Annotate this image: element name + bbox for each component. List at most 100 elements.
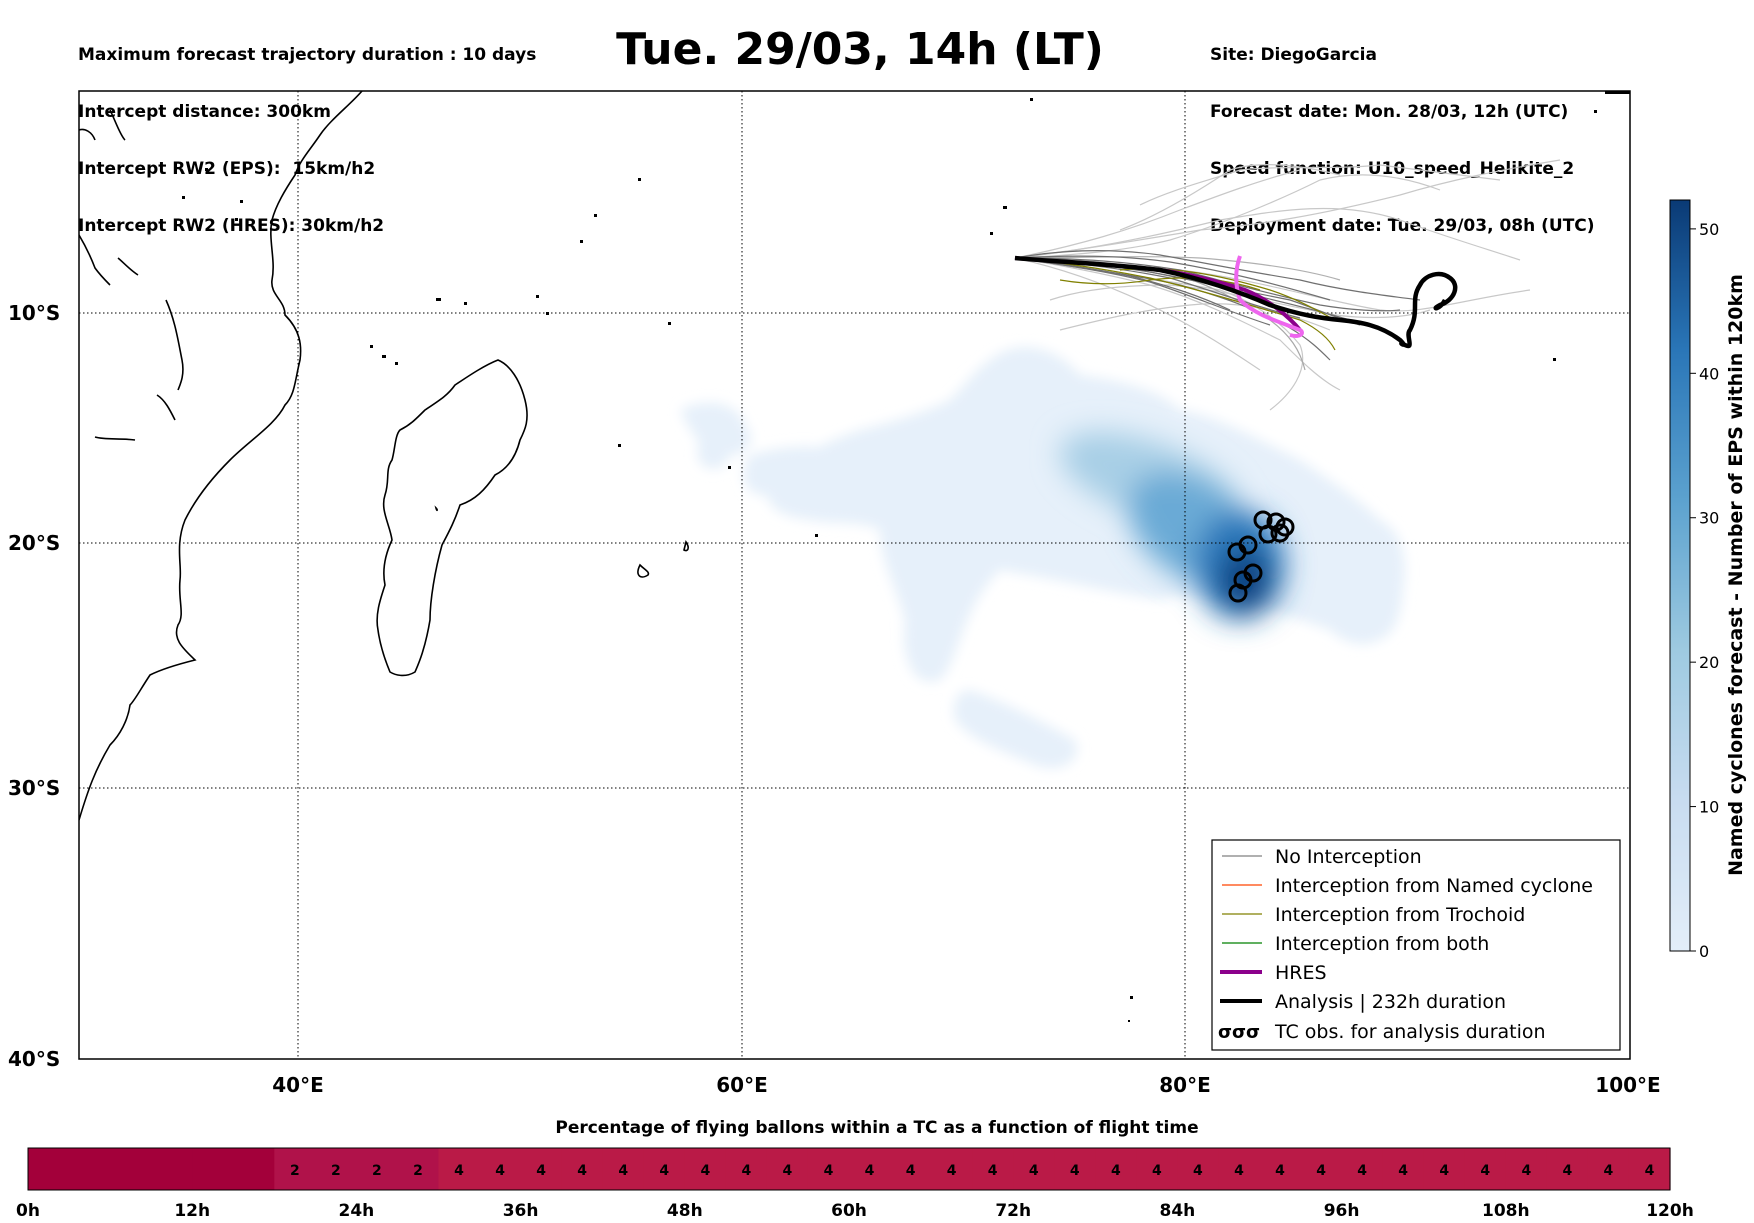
flight-time-label: 108h <box>1482 1201 1530 1221</box>
flight-time-cell <box>315 1148 357 1190</box>
header-left-line: Intercept distance: 300km <box>78 102 331 122</box>
flight-time-cell-value: 4 <box>1234 1163 1244 1179</box>
flight-time-cell-value: 4 <box>824 1163 834 1179</box>
lon-label: 100°E <box>1595 1073 1660 1097</box>
flight-time-label: 12h <box>174 1201 210 1221</box>
lon-label: 40°E <box>272 1073 324 1097</box>
header-right-line: Speed function: U10_speed_Helikite_2 <box>1210 159 1575 179</box>
flight-time-cell <box>1587 1148 1630 1190</box>
flight-time-cell <box>890 1148 932 1190</box>
flight-time-cell-value: 4 <box>1152 1163 1162 1179</box>
map-frame <box>78 90 1631 1060</box>
flight-time-cell <box>684 1148 727 1190</box>
flight-time-cell <box>1013 1148 1055 1190</box>
flight-time-label: 60h <box>831 1201 867 1221</box>
legend-label: No Interception <box>1275 846 1422 868</box>
flight-time-cell <box>725 1148 768 1190</box>
legend-label: Interception from Named cyclone <box>1275 875 1593 897</box>
flight-time-cell <box>1546 1148 1589 1190</box>
header-left-line: Intercept RW2 (HRES): 30km/h2 <box>78 216 385 236</box>
flight-time-bar: 2 2 2 2 4 4 4 4 4 4 4 4 4 4 4 4 4 4 4 4 4 4 4 4 4 4 4 4 4 4 4 4 4 4 0h 12h… <box>16 1147 1694 1221</box>
flight-time-label: 48h <box>667 1201 703 1221</box>
flight-time-cell-value: 4 <box>865 1163 875 1179</box>
tc-observations <box>1227 510 1295 603</box>
colorbar-tick-label: 30 <box>1699 509 1719 528</box>
flight-time-cell-value: 4 <box>988 1163 998 1179</box>
legend-label: Interception from Trochoid <box>1275 904 1525 926</box>
flight-time-cell <box>397 1148 440 1190</box>
flight-time-cell <box>151 1148 193 1190</box>
hres-track-end <box>1234 255 1304 338</box>
flight-time-cell-value: 4 <box>536 1163 546 1179</box>
latitude-labels: 10°S 20°S 30°S 40°S <box>8 301 60 1071</box>
analysis-track <box>1014 255 1458 349</box>
flight-time-bar-frame <box>27 1147 1671 1191</box>
longitude-labels: 40°E 60°E 80°E 100°E <box>272 1073 1660 1097</box>
flight-time-label: 96h <box>1324 1201 1360 1221</box>
flight-time-cell-value: 2 <box>331 1163 341 1179</box>
legend-label: HRES <box>1275 962 1327 984</box>
legend: σσσ No Interception Interception from Na… <box>1211 839 1621 1051</box>
colorbar-tick-label: 40 <box>1699 364 1719 383</box>
flight-time-cell <box>1423 1148 1466 1190</box>
flight-time-cell-value: 4 <box>1521 1163 1531 1179</box>
flight-time-label: 120h <box>1646 1201 1694 1221</box>
flight-time-cell <box>110 1148 152 1190</box>
coastlines <box>79 91 689 821</box>
flight-time-cell-value: 2 <box>290 1163 300 1179</box>
flight-time-cell <box>972 1148 1014 1190</box>
flight-time-cell <box>233 1148 275 1190</box>
legend-label: Interception from both <box>1275 933 1489 955</box>
flight-time-cell-value: 4 <box>906 1163 916 1179</box>
legend-label: Analysis | 232h duration <box>1275 991 1506 1013</box>
flight-time-cell-value: 4 <box>1357 1163 1367 1179</box>
flight-time-cell <box>643 1148 686 1190</box>
colorbar-tick-label: 20 <box>1699 653 1719 672</box>
flight-time-label: 0h <box>16 1201 40 1221</box>
flight-time-cell-value: 4 <box>618 1163 628 1179</box>
flight-time-cell <box>561 1148 604 1190</box>
colorbar-label: Named cyclones forecast - Number of EPS … <box>1725 274 1747 876</box>
flight-time-cell <box>1300 1148 1343 1190</box>
flight-time-cell <box>766 1148 809 1190</box>
lat-label: 30°S <box>8 776 60 800</box>
flight-time-cell <box>1218 1148 1261 1190</box>
page-title: Tue. 29/03, 14h (LT) <box>616 24 1104 75</box>
density-colorbar: 0 10 20 30 40 50 Named cyclones forecast - Nu… <box>1669 199 1747 961</box>
flight-time-cell-value: 4 <box>1029 1163 1039 1179</box>
flight-time-cell <box>520 1148 563 1190</box>
flight-time-cell <box>1054 1148 1096 1190</box>
flight-time-label: 24h <box>339 1201 375 1221</box>
flight-time-cell-value: 4 <box>495 1163 505 1179</box>
flight-time-cell <box>931 1148 973 1190</box>
flight-time-cell <box>1259 1148 1302 1190</box>
cyclone-density-field <box>680 347 1405 769</box>
flight-time-cell <box>849 1148 891 1190</box>
flight-time-cell-value: 4 <box>577 1163 587 1179</box>
flight-time-cell <box>356 1148 399 1190</box>
header-right-info: Site: DiegoGarcia Forecast date: Mon. 28… <box>1210 8 1595 255</box>
header-left-line: Maximum forecast trajectory duration : 1… <box>78 45 537 65</box>
flight-time-cell-value: 2 <box>413 1163 423 1179</box>
flight-time-cell-value: 4 <box>454 1163 464 1179</box>
flight-time-cell-value: 2 <box>372 1163 382 1179</box>
flight-time-cell-value: 4 <box>1604 1163 1614 1179</box>
flight-time-cell <box>274 1148 316 1190</box>
flight-time-bar-title: Percentage of flying ballons within a TC… <box>555 1118 1199 1138</box>
lat-label: 10°S <box>8 301 60 325</box>
flight-time-cell <box>1177 1148 1220 1190</box>
eps-trajectories <box>1014 159 1561 411</box>
flight-time-cell-value: 4 <box>1398 1163 1408 1179</box>
colorbar-tick-label: 0 <box>1699 942 1709 961</box>
flight-time-cell-value: 4 <box>1439 1163 1449 1179</box>
flight-time-cell <box>1136 1148 1178 1190</box>
flight-time-cell-value: 4 <box>1480 1163 1490 1179</box>
madagascar-coastline <box>376 359 528 677</box>
flight-time-cell <box>807 1148 850 1190</box>
cyclone-density-core <box>1059 431 1285 620</box>
arabia-coastline <box>79 234 111 286</box>
header-right-line: Forecast date: Mon. 28/03, 12h (UTC) <box>1210 102 1569 122</box>
flight-time-cell <box>1382 1148 1425 1190</box>
flight-time-cell-value: 4 <box>1275 1163 1285 1179</box>
